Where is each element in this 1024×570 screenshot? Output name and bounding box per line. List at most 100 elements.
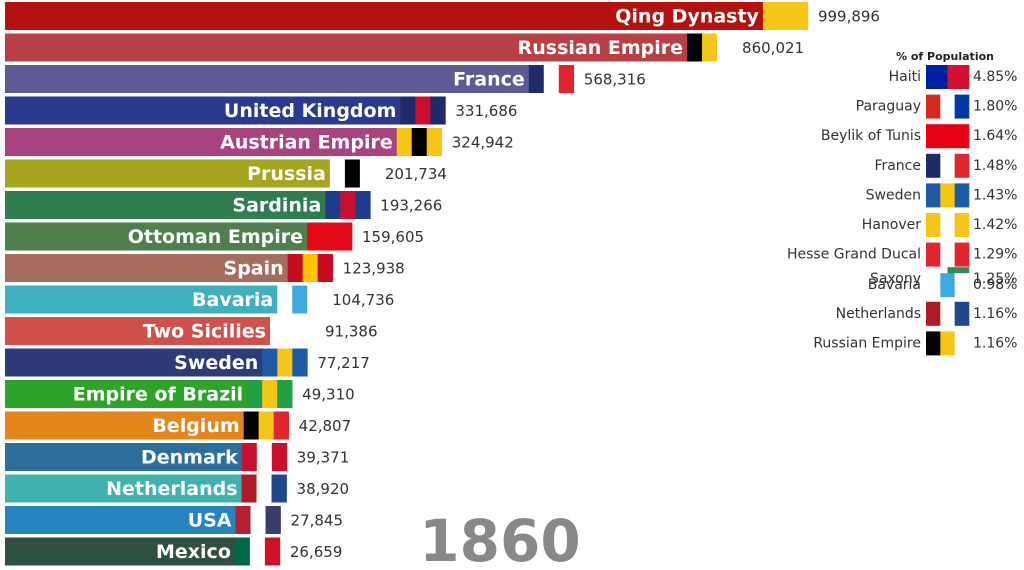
bar — [5, 96, 446, 125]
flag — [926, 242, 941, 267]
flag — [954, 94, 970, 119]
flag — [302, 254, 318, 282]
flag — [355, 191, 371, 219]
flag — [277, 380, 293, 408]
flag — [926, 153, 941, 178]
value-label: 27,845 — [291, 512, 344, 530]
bar-label: Denmark — [141, 447, 238, 469]
percent-label: 0.98% — [973, 277, 1017, 293]
value-label: 331,686 — [455, 102, 517, 120]
percent-label: 1.48% — [973, 158, 1017, 174]
flag — [558, 65, 575, 93]
flag — [926, 65, 948, 89]
value-label: 77,217 — [317, 354, 370, 372]
percent-label: 1.43% — [973, 187, 1017, 203]
value-label: 39,371 — [297, 449, 350, 467]
panel-title: % of Population — [896, 50, 994, 63]
value-label: 159,605 — [362, 228, 424, 246]
value-label: 91,386 — [325, 323, 378, 341]
percent-label: 1.80% — [973, 99, 1017, 115]
value-label: 104,736 — [332, 291, 394, 309]
flag — [940, 273, 955, 298]
bar — [5, 2, 808, 30]
flag — [249, 537, 266, 566]
country-label: Haiti — [889, 69, 921, 85]
bar-label: Sweden — [174, 352, 258, 374]
value-label: 860,021 — [742, 39, 804, 57]
bar-label: Ottoman Empire — [128, 226, 303, 248]
bar — [5, 285, 323, 314]
flag — [247, 380, 263, 408]
bar — [5, 254, 333, 282]
bar-label: Qing Dynasty — [615, 6, 759, 28]
flag — [426, 128, 443, 156]
flag — [396, 128, 413, 156]
flag — [292, 285, 308, 314]
flag — [271, 474, 287, 503]
country-label: Sweden — [866, 187, 921, 203]
flag — [430, 96, 446, 125]
bar-label: Russian Empire — [518, 37, 683, 59]
country-label: Bavaria — [868, 277, 921, 293]
flag — [940, 213, 955, 237]
bar-label: United Kingdom — [224, 100, 396, 122]
flag — [954, 301, 970, 326]
flag — [954, 213, 970, 237]
flag — [344, 159, 361, 188]
flag — [940, 242, 955, 267]
bar — [5, 380, 293, 408]
percent-label: 1.25% — [973, 271, 1017, 287]
flag — [265, 506, 281, 534]
bar — [5, 317, 316, 345]
percent-label: 1.64% — [973, 128, 1017, 144]
bar — [5, 506, 281, 534]
bar-label: Bavaria — [192, 289, 273, 311]
flag — [926, 124, 970, 149]
flag — [702, 33, 718, 62]
bar-label: Netherlands — [106, 478, 237, 500]
flag — [940, 331, 955, 356]
flag — [543, 65, 560, 93]
country-label: Paraguay — [856, 99, 921, 115]
flag — [400, 96, 416, 125]
flag — [256, 474, 272, 503]
country-label: Beylik of Tunis — [821, 128, 921, 144]
percent-label: 1.42% — [973, 217, 1017, 233]
country-label: Hanover — [862, 217, 921, 233]
flag — [243, 411, 259, 440]
flag — [277, 348, 293, 377]
flag — [235, 506, 251, 534]
bar-label: France — [453, 69, 525, 91]
flag — [273, 411, 289, 440]
flag — [292, 348, 308, 377]
flag — [264, 537, 281, 566]
flag — [258, 411, 274, 440]
percent-label: 1.29% — [973, 247, 1017, 263]
flag — [277, 285, 293, 314]
flag — [926, 273, 941, 298]
flag — [687, 33, 703, 62]
bar — [5, 411, 289, 440]
flag — [241, 443, 258, 471]
value-label: 568,316 — [584, 71, 646, 89]
flag — [762, 2, 809, 30]
bar-label: Spain — [224, 258, 284, 280]
bar — [5, 348, 308, 377]
flag — [926, 331, 941, 356]
bar-label: Two Sicilies — [143, 321, 266, 343]
flag — [940, 183, 955, 208]
bar-label: Prussia — [247, 163, 326, 185]
flag — [241, 474, 257, 503]
flag — [307, 222, 353, 251]
flag — [325, 191, 341, 219]
flag — [717, 33, 733, 62]
value-label: 38,920 — [297, 480, 350, 498]
flag — [329, 159, 346, 188]
flag — [926, 213, 941, 237]
flag — [317, 254, 333, 282]
bar — [5, 128, 442, 156]
bar-label: Mexico — [156, 541, 231, 563]
value-label: 42,807 — [299, 417, 352, 435]
flag — [954, 183, 970, 208]
year-label: 1860 — [419, 507, 580, 570]
